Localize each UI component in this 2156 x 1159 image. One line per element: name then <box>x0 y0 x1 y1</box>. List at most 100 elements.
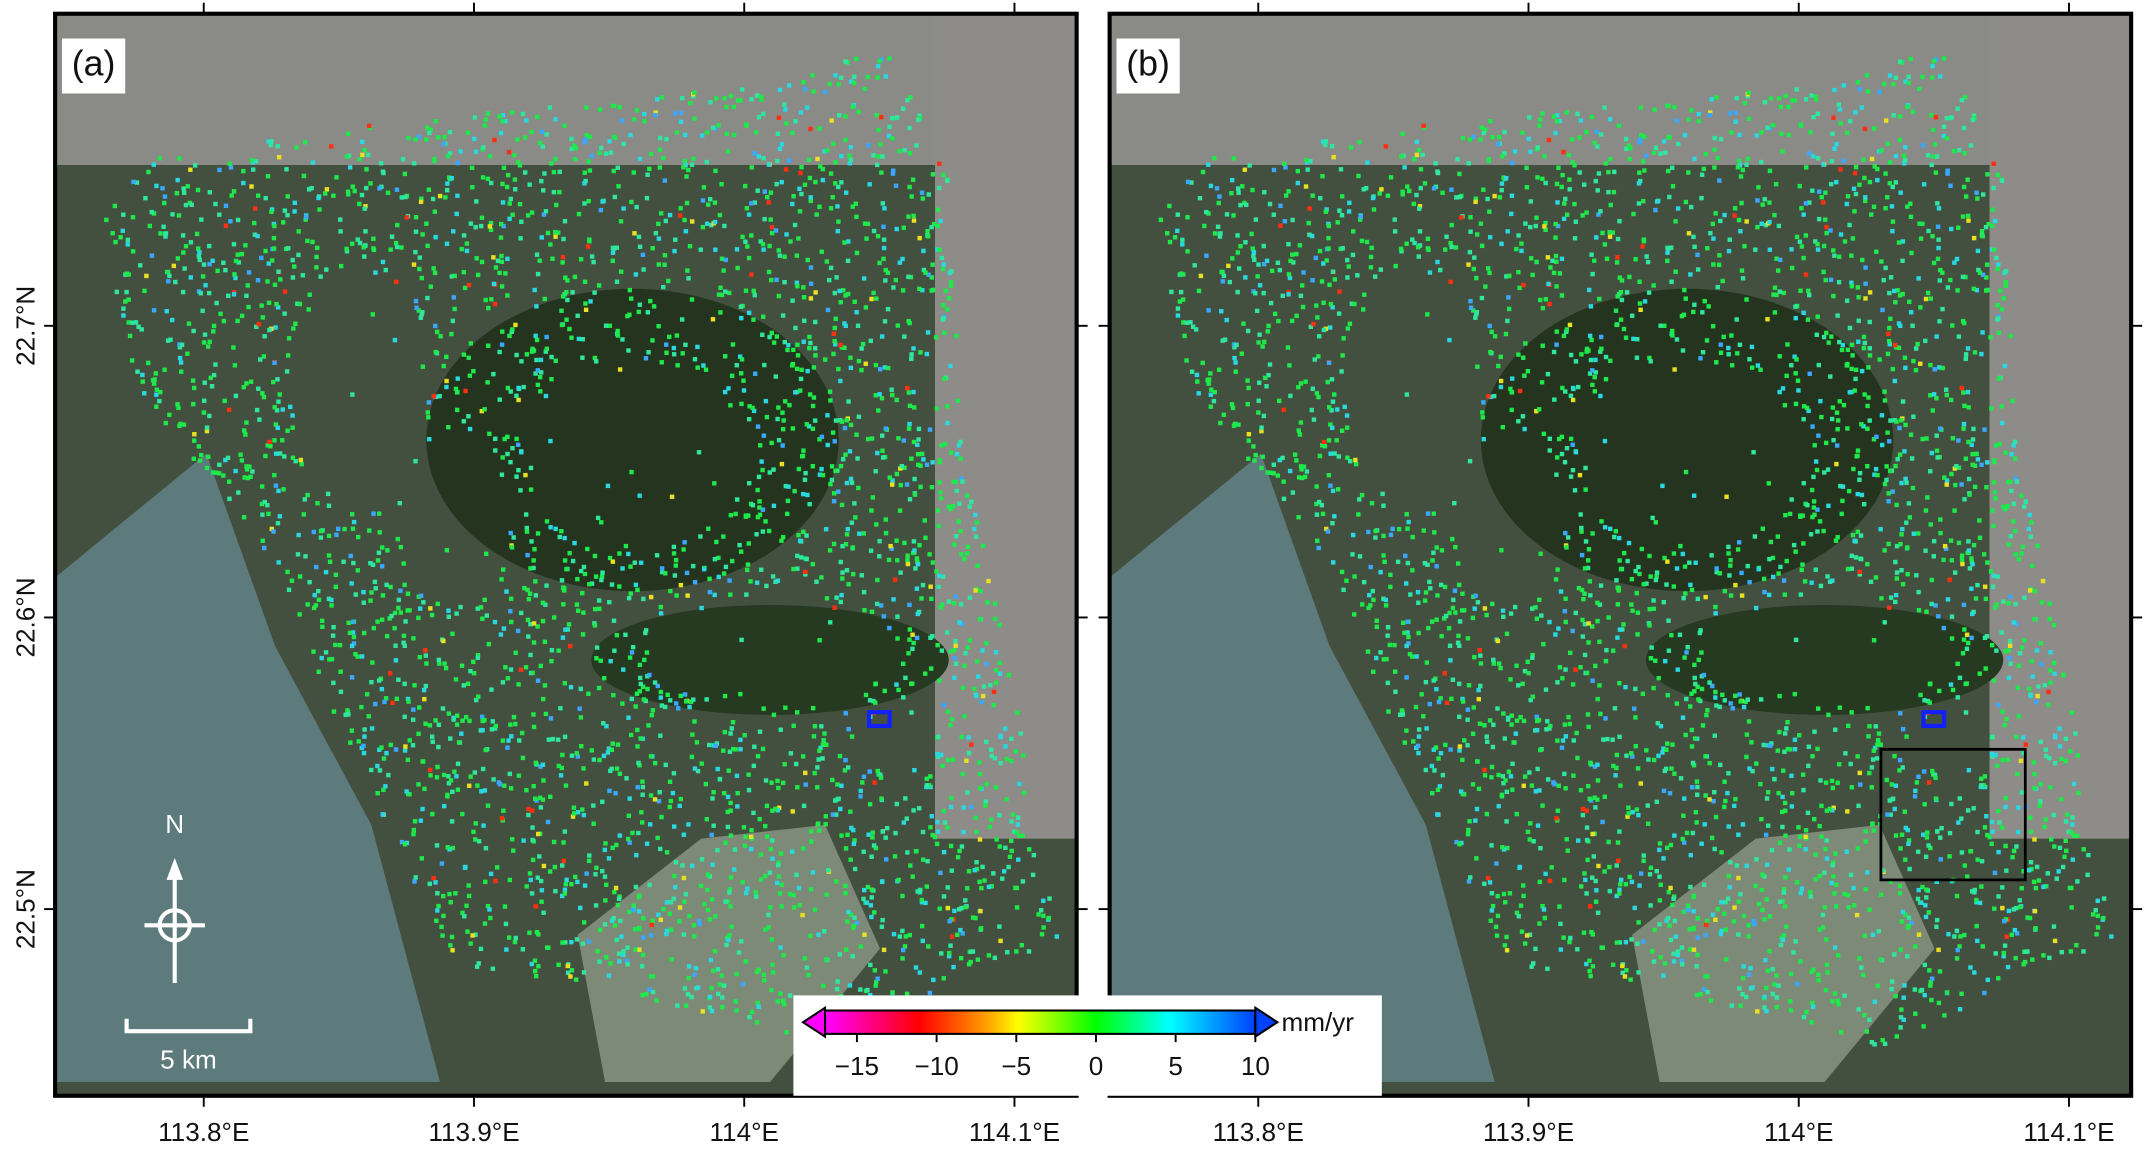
ps-point <box>1891 112 1896 118</box>
ps-point <box>1278 203 1283 208</box>
ps-point <box>317 207 322 212</box>
ps-point <box>802 318 807 323</box>
ps-point <box>872 968 878 973</box>
ps-point <box>306 307 311 312</box>
ps-point <box>441 772 447 778</box>
ps-point <box>1952 466 1957 471</box>
ps-point <box>725 809 730 815</box>
ps-point <box>422 786 427 792</box>
ps-point <box>751 288 756 293</box>
ps-point <box>938 218 943 224</box>
ps-point <box>814 579 819 584</box>
ps-point <box>725 794 731 800</box>
ps-point <box>607 599 612 605</box>
ps-point <box>551 189 557 195</box>
ps-point <box>1253 291 1258 296</box>
ps-point <box>929 224 934 230</box>
ps-point <box>700 1009 705 1014</box>
ps-point <box>866 143 871 148</box>
ps-point <box>1867 770 1872 776</box>
ps-point <box>1872 126 1877 131</box>
ps-point <box>828 206 834 211</box>
ps-point <box>1417 229 1423 234</box>
ps-point <box>1641 858 1646 864</box>
ps-point <box>488 871 494 877</box>
ps-point <box>656 262 661 267</box>
ps-point <box>870 830 875 835</box>
ps-point <box>2052 671 2057 677</box>
ps-point <box>431 875 436 881</box>
ps-point <box>1773 181 1779 187</box>
ps-point <box>798 170 803 176</box>
ps-point <box>524 352 530 357</box>
ps-point <box>504 184 510 190</box>
ps-point <box>1825 467 1831 472</box>
ps-point <box>858 788 863 794</box>
ps-point <box>526 812 531 818</box>
ps-point <box>402 714 407 720</box>
ps-point <box>980 648 985 653</box>
ps-point <box>1789 790 1795 796</box>
ps-point <box>1844 849 1849 854</box>
ps-point <box>615 328 620 334</box>
ps-point <box>634 204 639 210</box>
ps-point <box>875 768 881 774</box>
ps-point <box>1579 587 1585 593</box>
ps-point <box>369 679 374 685</box>
ps-point <box>935 207 941 212</box>
ps-point <box>758 443 763 448</box>
ps-point <box>1879 413 1885 418</box>
ps-point <box>1780 794 1785 800</box>
ps-point <box>654 97 660 102</box>
ps-point <box>1798 592 1804 597</box>
ps-point <box>1257 332 1262 337</box>
ps-point <box>657 846 663 852</box>
ps-point <box>307 579 312 585</box>
ps-point <box>814 212 819 217</box>
ps-point <box>1593 178 1599 184</box>
ps-point <box>1529 783 1535 788</box>
ps-point <box>1963 710 1969 715</box>
ps-point <box>1231 213 1236 218</box>
ps-point <box>444 548 450 553</box>
ps-point <box>507 216 512 222</box>
ps-point <box>945 885 950 890</box>
ps-point <box>707 576 712 582</box>
ps-point <box>427 767 433 773</box>
ps-point <box>629 296 634 301</box>
ps-point <box>766 912 771 918</box>
ps-point <box>1962 95 1968 100</box>
ps-point <box>1838 167 1843 172</box>
ps-point <box>147 223 152 229</box>
ps-point <box>1984 485 1989 490</box>
ps-point <box>1948 538 1954 543</box>
ps-point <box>452 769 457 774</box>
ps-point <box>2005 964 2011 970</box>
ps-point <box>1782 808 1788 813</box>
ps-point <box>589 581 595 586</box>
ps-point <box>563 783 569 788</box>
ps-point <box>1934 334 1939 339</box>
ps-point <box>382 699 387 705</box>
ps-point <box>991 689 997 695</box>
ps-point <box>843 137 848 143</box>
ps-point <box>872 910 877 915</box>
ps-point <box>1283 193 1289 198</box>
ps-point <box>461 233 467 238</box>
ps-point <box>659 95 665 100</box>
ps-point <box>1787 747 1793 752</box>
ps-point <box>1654 868 1659 874</box>
ps-point <box>533 973 539 979</box>
ps-point <box>670 790 676 796</box>
ps-point <box>892 116 898 121</box>
ps-point <box>1777 354 1782 359</box>
ps-point <box>723 840 728 845</box>
ps-point <box>389 234 395 239</box>
ps-point <box>530 837 535 843</box>
ps-point <box>791 905 797 910</box>
ps-point <box>1786 867 1791 872</box>
ps-point <box>510 212 515 217</box>
ps-point <box>286 336 292 341</box>
ps-point <box>1813 459 1819 464</box>
ps-point <box>420 806 425 812</box>
